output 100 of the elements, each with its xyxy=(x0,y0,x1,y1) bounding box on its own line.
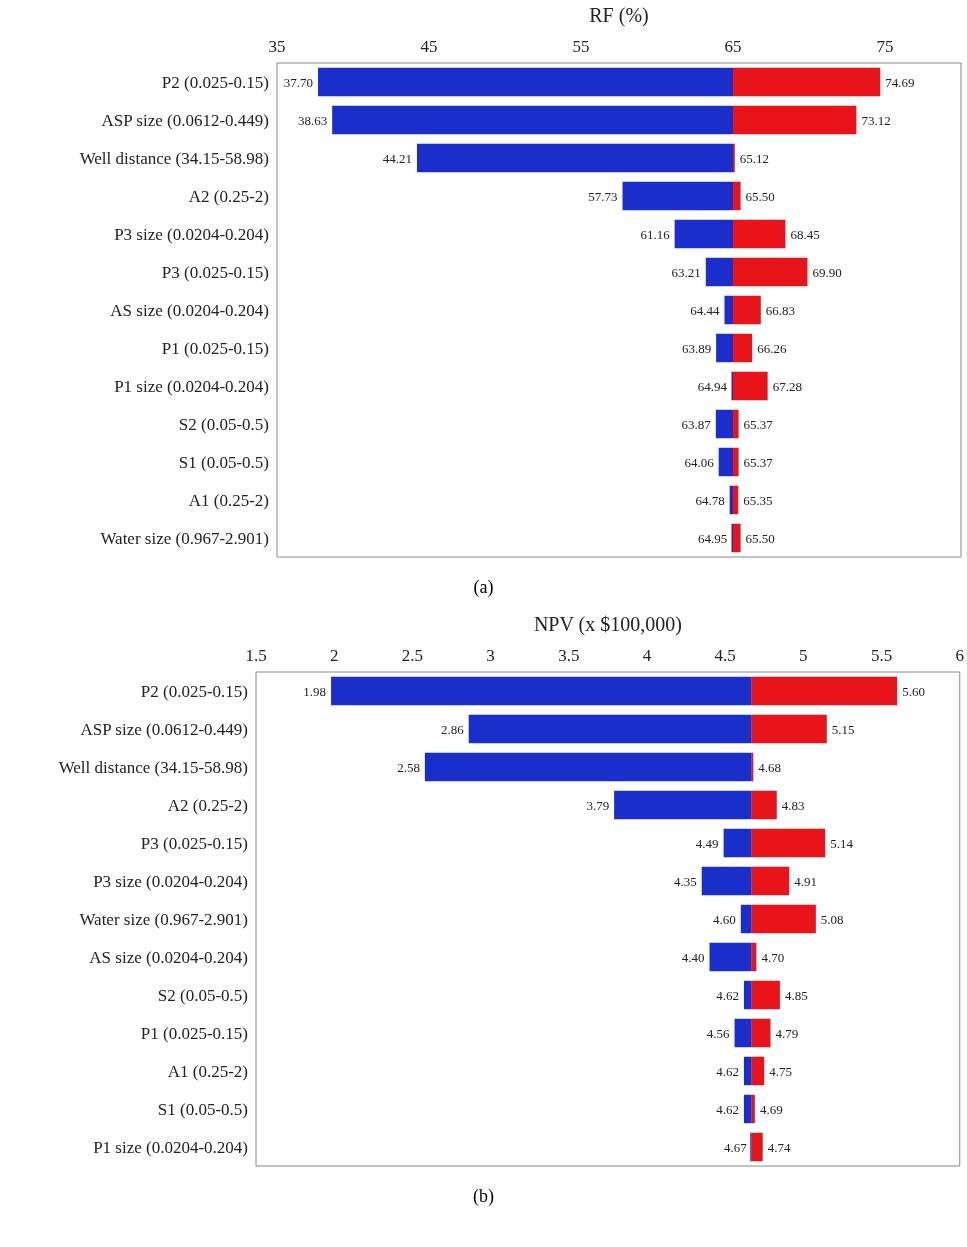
y-tick-label: P1 (0.025-0.15) xyxy=(140,1023,248,1043)
y-tick-label: A1 (0.25-2) xyxy=(188,490,269,510)
y-tick-label: P2 (0.025-0.15) xyxy=(140,681,248,701)
bar xyxy=(751,828,826,858)
text: (a) xyxy=(472,576,495,599)
y-tick-label: ASP size (0.0612-0.449) xyxy=(80,719,248,739)
data-label: 3.79 xyxy=(586,797,610,813)
bar xyxy=(733,105,857,135)
data-label: 38.63 xyxy=(297,112,328,128)
data-label: 4.49 xyxy=(695,835,719,851)
bar xyxy=(416,143,733,173)
data-label: 4.62 xyxy=(716,1101,739,1117)
bar xyxy=(701,866,752,896)
bar xyxy=(751,980,780,1010)
bar xyxy=(751,866,790,896)
bar xyxy=(705,257,733,287)
bar xyxy=(733,409,739,439)
bar xyxy=(674,219,733,249)
y-tick-label: P3 size (0.0204-0.204) xyxy=(114,224,269,244)
data-label: 4.67 xyxy=(724,1139,748,1155)
bar xyxy=(332,105,733,135)
x-tick-label: 45 xyxy=(420,37,438,56)
data-label: 64.94 xyxy=(697,378,728,394)
x-tick-label: 55 xyxy=(572,37,590,56)
bar xyxy=(733,181,741,211)
x-tick-label: 35 xyxy=(268,37,286,56)
bar xyxy=(751,1018,771,1048)
x-axis-title: RF (%) xyxy=(589,4,649,27)
y-tick-label: P3 (0.025-0.15) xyxy=(161,262,269,282)
bar xyxy=(733,485,739,515)
data-label: 5.14 xyxy=(830,835,854,851)
data-label: 65.50 xyxy=(745,530,775,546)
data-label: 67.28 xyxy=(772,378,802,394)
bar xyxy=(718,447,733,477)
data-label: 64.06 xyxy=(684,454,715,470)
data-label: 4.91 xyxy=(794,873,818,889)
bar xyxy=(751,1094,755,1124)
y-tick-label: Water size (0.967-2.901) xyxy=(100,528,269,548)
data-label: 66.26 xyxy=(757,340,787,356)
data-label: 65.50 xyxy=(745,188,775,204)
data-label: 63.21 xyxy=(671,264,701,280)
text: (b) xyxy=(472,1185,495,1208)
y-tick-label: A2 (0.25-2) xyxy=(188,186,269,206)
y-tick-label: A1 (0.25-2) xyxy=(167,1061,248,1081)
y-tick-label: AS size (0.0204-0.204) xyxy=(89,947,248,967)
x-tick-label: 75 xyxy=(876,37,894,56)
data-label: 4.62 xyxy=(716,1063,739,1079)
data-label: 73.12 xyxy=(861,112,891,128)
y-tick-label: S2 (0.05-0.5) xyxy=(157,985,248,1005)
bar xyxy=(733,447,739,477)
bar xyxy=(743,980,752,1010)
bar xyxy=(424,752,752,782)
data-label: 44.21 xyxy=(382,150,412,166)
data-label: 4.70 xyxy=(761,949,785,965)
data-label: 4.60 xyxy=(713,911,736,927)
bar xyxy=(751,790,777,820)
y-tick-label: S1 (0.05-0.5) xyxy=(178,452,269,472)
y-tick-label: S1 (0.05-0.5) xyxy=(157,1099,248,1119)
data-label: 64.78 xyxy=(695,492,725,508)
data-label: 4.62 xyxy=(716,987,739,1003)
bar xyxy=(622,181,733,211)
bar xyxy=(751,1056,765,1086)
bar xyxy=(733,257,808,287)
y-tick-label: P2 (0.025-0.15) xyxy=(161,72,269,92)
x-tick-label: 3 xyxy=(486,646,495,665)
data-label: 2.58 xyxy=(397,759,420,775)
data-label: 4.85 xyxy=(784,987,808,1003)
x-tick-label: 2 xyxy=(329,646,339,665)
data-label: 4.74 xyxy=(767,1139,791,1155)
y-tick-label: P3 size (0.0204-0.204) xyxy=(93,871,248,891)
bar xyxy=(751,714,827,744)
data-label: 68.45 xyxy=(790,226,820,242)
bar xyxy=(743,1056,752,1086)
bar xyxy=(709,942,752,972)
y-tick-label: P1 (0.025-0.15) xyxy=(161,338,269,358)
y-tick-label: Water size (0.967-2.901) xyxy=(79,909,248,929)
data-label: 61.16 xyxy=(640,226,671,242)
bar xyxy=(331,676,752,706)
data-label: 5.15 xyxy=(831,721,855,737)
x-tick-label: 2.5 xyxy=(401,646,424,665)
x-tick-label: 5.5 xyxy=(870,646,893,665)
bar xyxy=(716,333,733,363)
y-tick-label: P1 size (0.0204-0.204) xyxy=(93,1137,248,1157)
y-tick-label: AS size (0.0204-0.204) xyxy=(110,300,269,320)
data-label: 4.83 xyxy=(781,797,805,813)
data-label: 66.83 xyxy=(765,302,796,318)
x-tick-label: 6 xyxy=(955,646,964,665)
bar xyxy=(468,714,752,744)
data-label: 65.12 xyxy=(739,150,770,166)
data-label: 4.35 xyxy=(673,873,697,889)
y-tick-label: ASP size (0.0612-0.449) xyxy=(101,110,269,130)
y-tick-label: P3 (0.025-0.15) xyxy=(140,833,248,853)
y-tick-label: P1 size (0.0204-0.204) xyxy=(114,376,269,396)
bar xyxy=(723,828,752,858)
x-axis-title: NPV (x $100,000) xyxy=(533,613,682,636)
data-label: 4.75 xyxy=(769,1063,793,1079)
bar xyxy=(318,67,733,97)
data-label: 65.35 xyxy=(743,492,773,508)
data-label: 69.90 xyxy=(812,264,842,280)
bar xyxy=(614,790,752,820)
